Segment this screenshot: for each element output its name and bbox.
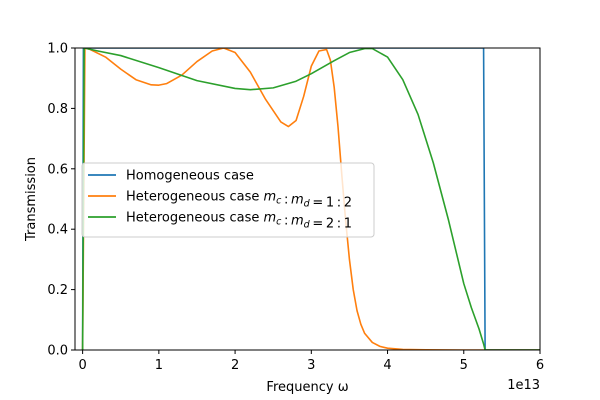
x-tick-label: 6 (536, 358, 544, 373)
x-tick-label: 4 (383, 358, 391, 373)
legend-label-1: Homogeneous case (126, 169, 254, 184)
legend-label-3: Heterogeneous case mc : md = 2 : 1 (126, 211, 352, 232)
y-tick-label: 0.8 (47, 102, 68, 117)
y-tick-label: 0.4 (47, 223, 68, 238)
axes-layer: 0 1 2 3 4 5 6 0.0 0.2 0.4 0.6 0.8 1.0 (47, 42, 544, 374)
x-offset-label: 1e13 (507, 378, 540, 393)
y-tick-label: 1.0 (47, 42, 68, 57)
legend-box (81, 162, 375, 238)
series-layer (81, 48, 540, 350)
series-line-1 (81, 48, 540, 350)
series-line-3 (81, 48, 540, 350)
y-tick-label: 0.2 (47, 283, 68, 298)
y-tick-label: 0.6 (47, 162, 68, 177)
legend-label-2: Heterogeneous case mc : md = 1 : 2 (126, 190, 352, 211)
y-tick-label: 0.0 (47, 344, 68, 359)
x-tick-label: 3 (307, 358, 315, 373)
legend: Homogeneous case Heterogeneous case mc : … (81, 162, 375, 238)
x-tick-label: 5 (460, 358, 468, 373)
series-line-2 (81, 48, 540, 350)
axes-frame (74, 47, 541, 351)
y-axis-label: Transmission (24, 157, 39, 242)
x-tick-label: 1 (155, 358, 163, 373)
x-tick-label: 0 (78, 358, 86, 373)
x-axis-label: Frequency ω (266, 380, 348, 395)
x-tick-label: 2 (231, 358, 239, 373)
